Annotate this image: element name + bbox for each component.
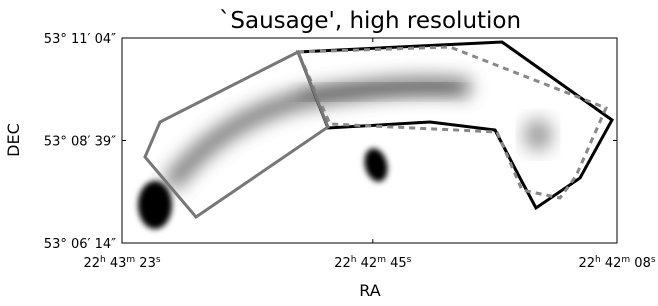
x-tick-label: 22h 42m 45s xyxy=(334,255,411,271)
chart: `Sausage', high resolution RA DEC 22h 43… xyxy=(0,0,658,306)
y-tick-label: 53° 06′ 14″ xyxy=(44,237,116,252)
image xyxy=(138,42,612,229)
chart-title: `Sausage', high resolution xyxy=(219,8,521,34)
emission-blob xyxy=(524,119,552,151)
y-tick-label: 53° 08′ 39″ xyxy=(44,135,116,150)
region xyxy=(298,47,606,198)
x-tick-label: 22h 43m 23s xyxy=(83,255,160,271)
source xyxy=(138,181,172,229)
source xyxy=(361,146,391,185)
y-axis-label: DEC xyxy=(4,123,23,157)
y-tick-label: 53° 11′ 04″ xyxy=(44,32,116,47)
x-tick-label: 22h 42m 08s xyxy=(578,255,655,271)
x-axis-label: RA xyxy=(359,281,380,300)
